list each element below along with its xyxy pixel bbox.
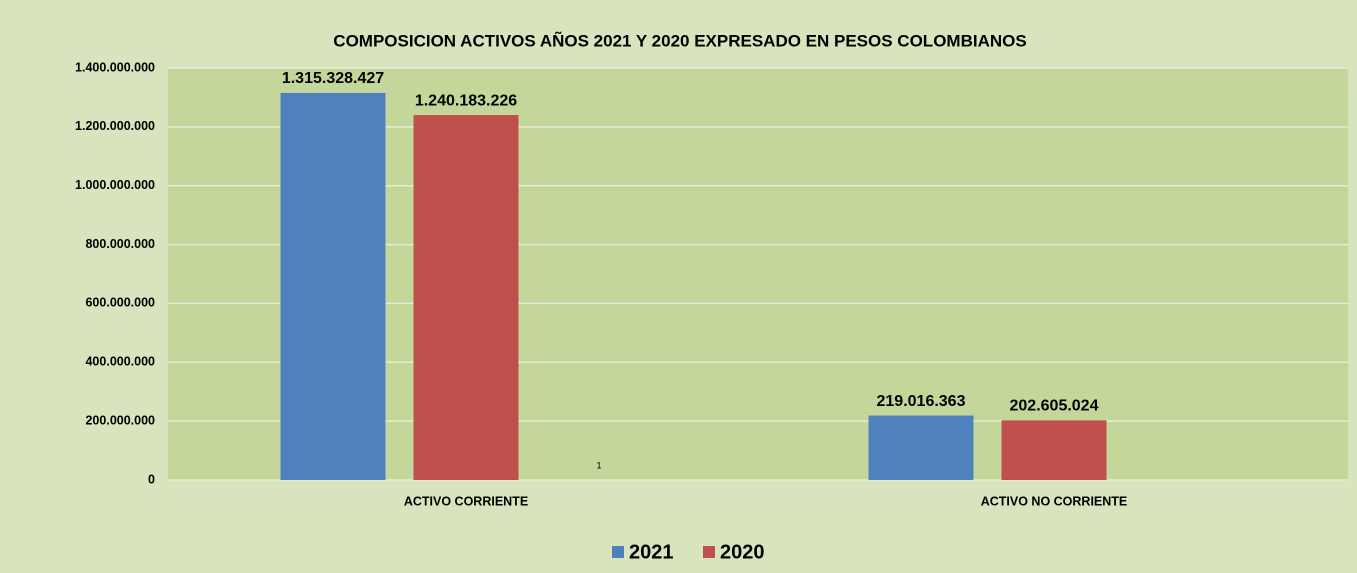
- bar: [413, 115, 519, 480]
- bar: [1001, 420, 1107, 480]
- y-tick-label: 800.000.000: [85, 237, 155, 251]
- chart-title: COMPOSICION ACTIVOS AÑOS 2021 Y 2020 EXP…: [333, 30, 1026, 50]
- y-tick-label: 600.000.000: [85, 296, 155, 310]
- y-tick-label: 400.000.000: [85, 355, 155, 369]
- annotation: 1: [596, 460, 601, 470]
- data-label: 219.016.363: [877, 393, 966, 410]
- bar: [868, 415, 974, 480]
- y-tick-label: 200.000.000: [85, 413, 155, 427]
- legend-swatch: [703, 546, 715, 558]
- legend-swatch: [612, 546, 624, 558]
- bar: [280, 92, 386, 480]
- y-tick-label: 1.200.000.000: [75, 119, 155, 133]
- x-tick-label: ACTIVO CORRIENTE: [404, 494, 528, 508]
- x-tick-label: ACTIVO NO CORRIENTE: [981, 494, 1128, 508]
- legend-label: 2021: [629, 541, 674, 563]
- y-tick-label: 0: [148, 472, 155, 486]
- data-label: 202.605.024: [1010, 398, 1099, 415]
- data-label: 1.240.183.226: [415, 92, 517, 109]
- legend-label: 2020: [720, 541, 765, 563]
- data-label: 1.315.328.427: [282, 70, 384, 87]
- y-tick-label: 1.000.000.000: [75, 178, 155, 192]
- y-tick-label: 1.400.000.000: [75, 60, 155, 74]
